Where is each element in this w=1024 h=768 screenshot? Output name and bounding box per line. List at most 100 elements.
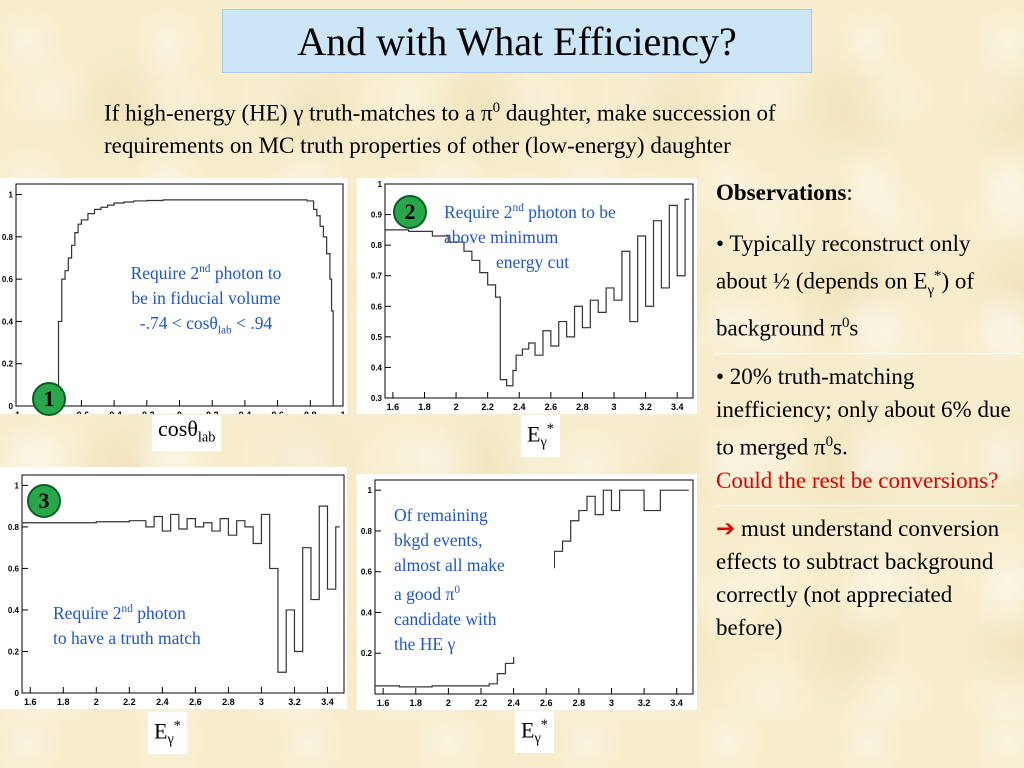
series-line — [55, 199, 338, 407]
y-tick-label: 0.8 — [8, 523, 20, 532]
y-tick-label: 0.4 — [2, 317, 14, 326]
y-tick-label: 0.3 — [371, 394, 383, 403]
y-tick-label: 0 — [9, 402, 14, 411]
x-tick-label: 3.2 — [638, 698, 651, 708]
series-line — [385, 198, 690, 387]
observations-heading: Observations: — [716, 180, 853, 205]
x-tick-label: 2.2 — [123, 697, 136, 707]
y-tick-label: 0.9 — [371, 211, 383, 220]
x-tick-label: 1.6 — [377, 698, 390, 708]
intro-line2: requirements on MC truth properties of o… — [104, 132, 731, 158]
x-tick-label: -0.2 — [139, 410, 155, 414]
y-tick-label: 0.7 — [371, 272, 383, 281]
x-tick-label: 2.2 — [475, 698, 488, 708]
chart-panel-1: -1-0.8-0.6-0.4-0.200.20.40.60.8100.20.40… — [0, 178, 347, 416]
note-panel-4: Of remaining bkgd events, almost all mak… — [394, 503, 554, 657]
note-panel-2: Require 2nd photon to be above minimum e… — [444, 201, 616, 272]
step-badge-2: 2 — [393, 195, 427, 229]
y-tick-label: 0.8 — [361, 527, 373, 536]
chart-2: 1.6 1.8 2 2.2 2.4 2.6 2.8 3 3.2 3.4 0.3 0.4 0.5 0.6 0.… — [371, 180, 694, 412]
y-tick-label: 0.4 — [371, 363, 383, 372]
intro-text: If high-energy (HE) γ truth-matches to a… — [104, 92, 984, 162]
x-tick-label: 0.8 — [304, 410, 317, 414]
x-tick-label: 0.2 — [206, 410, 219, 414]
chart-panel-2: 1.6 1.8 2 2.2 2.4 2.6 2.8 3 3.2 3.4 0.3 0.4 0.5 0.6 0.… — [357, 178, 697, 414]
observations-panel: Observations: • Typically reconstruct on… — [714, 176, 1020, 644]
x-tick-label: 0 — [177, 410, 182, 414]
note-panel-1: Require 2nd photon to be in fiducial vol… — [130, 262, 282, 337]
series-line — [22, 505, 340, 673]
y-tick-label: 0.8 — [2, 233, 14, 242]
x-tick-label: 2.4 — [507, 698, 520, 708]
y-tick-label: 1 — [368, 486, 373, 495]
x-tick-label: 2.4 — [156, 697, 169, 707]
arrow-right-icon: ➔ — [716, 515, 736, 541]
x-tick-label: 2.8 — [222, 697, 235, 707]
plot-frame — [15, 183, 344, 407]
x-axis-label-3: Eγ* — [148, 712, 187, 754]
x-tick-label: 1.8 — [418, 402, 431, 412]
y-tick-label: 0.2 — [8, 647, 20, 656]
divider — [714, 352, 1020, 354]
x-tick-label: 1.8 — [57, 697, 70, 707]
step-badge-1: 1 — [32, 382, 66, 416]
y-tick-label: 1 — [15, 481, 20, 490]
x-tick-label: 2.8 — [573, 698, 586, 708]
x-tick-label: 1.6 — [387, 402, 400, 412]
x-tick-label: 2 — [94, 697, 99, 707]
x-tick-label: 2 — [446, 698, 451, 708]
x-tick-label: 3.2 — [639, 402, 652, 412]
observation-2: • 20% truth-matching inefficiency; only … — [716, 363, 1011, 493]
x-tick-label: -1 — [12, 410, 20, 414]
y-tick-label: 0.6 — [2, 275, 14, 284]
intro-line1-tail: daughter, make succession of — [500, 100, 776, 126]
x-tick-label: 1 — [340, 410, 345, 414]
y-tick-label: 0.6 — [371, 302, 383, 311]
step-badge-3: 3 — [27, 484, 61, 518]
slide-title-box: And with What Efficiency? — [222, 9, 812, 73]
y-tick-label: 1 — [378, 180, 383, 189]
y-tick-label: 0.8 — [371, 241, 383, 250]
x-tick-label: 3 — [612, 402, 617, 412]
x-tick-label: 1.8 — [410, 698, 423, 708]
x-tick-label: 0.4 — [239, 410, 252, 414]
chart-3: 1.6 1.8 2 2.2 2.4 2.6 2.8 3 3.2 3.4 0 0.2 0.4 0.6 0.8 1 — [8, 474, 345, 707]
x-tick-label: 2.6 — [189, 697, 202, 707]
y-tick-label: 0.2 — [361, 649, 373, 658]
y-tick-label: 1 — [9, 191, 14, 200]
plot-frame — [21, 474, 345, 694]
y-tick-label: 0.4 — [8, 606, 20, 615]
x-tick-label: 2.4 — [513, 402, 526, 412]
chart-1: -1-0.8-0.6-0.4-0.200.20.40.60.8100.20.40… — [2, 183, 346, 414]
x-axis-label-1: cosθlab — [152, 415, 222, 452]
y-tick-label: 0.6 — [361, 568, 373, 577]
x-axis-label-4: Eγ* — [515, 711, 554, 753]
x-tick-label: 2 — [454, 402, 459, 412]
intro-sup: 0 — [492, 100, 501, 116]
x-tick-label: 2.6 — [540, 698, 553, 708]
x-tick-label: 3.4 — [321, 697, 334, 707]
x-axis-label-2: Eγ* — [521, 415, 560, 457]
observation-3: ➔ must understand conversion effects to … — [716, 515, 1000, 640]
observation-2-question: Could the rest be conversions? — [716, 467, 999, 493]
x-tick-label: 2.2 — [481, 402, 494, 412]
y-tick-label: 0.4 — [361, 608, 373, 617]
y-tick-label: 0 — [15, 689, 20, 698]
divider — [714, 504, 1020, 506]
x-tick-label: 2.6 — [545, 402, 558, 412]
intro-line1: If high-energy (HE) γ truth-matches to a… — [104, 100, 493, 126]
x-tick-label: 3.4 — [671, 402, 684, 412]
series-line — [375, 489, 689, 688]
x-tick-label: 2.8 — [576, 402, 589, 412]
x-tick-label: -0.6 — [74, 410, 90, 414]
x-tick-label: 1.6 — [24, 697, 37, 707]
plot-frame — [384, 183, 694, 399]
note-panel-3: Require 2nd photon to have a truth match — [53, 602, 201, 648]
x-tick-label: 3.2 — [288, 697, 301, 707]
x-tick-label: 3 — [609, 698, 614, 708]
observation-1: • Typically reconstruct only about ½ (de… — [716, 231, 975, 341]
x-tick-label: 3 — [259, 697, 264, 707]
y-tick-label: 0.2 — [2, 360, 14, 369]
slide-title: And with What Efficiency? — [297, 18, 737, 64]
x-tick-label: -0.4 — [106, 410, 122, 414]
